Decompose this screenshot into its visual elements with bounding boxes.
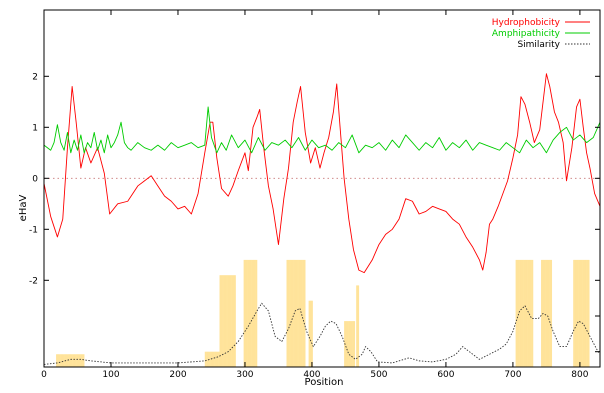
x-tick-label: 300 bbox=[236, 370, 253, 380]
x-tick-label: 500 bbox=[370, 370, 387, 380]
similarity-bar bbox=[234, 275, 236, 367]
y-axis-label: eHaV bbox=[18, 195, 29, 222]
similarity-bar bbox=[550, 260, 552, 367]
similarity-bar bbox=[353, 321, 355, 367]
x-axis-label: Position bbox=[305, 377, 344, 388]
similarity-bar bbox=[311, 301, 313, 367]
similarity-bar bbox=[358, 285, 360, 367]
y-tick-label: 2 bbox=[32, 72, 38, 82]
similarity-bar bbox=[588, 260, 590, 367]
x-tick-label: 200 bbox=[169, 370, 186, 380]
x-tick-label: 100 bbox=[102, 370, 119, 380]
y-tick-label: 1 bbox=[32, 123, 38, 133]
legend-label-amphipathicity: Amphipathicity bbox=[492, 29, 561, 39]
legend-label-similarity: Similarity bbox=[517, 40, 560, 50]
y-tick-label: -2 bbox=[29, 276, 38, 286]
x-tick-label: 0 bbox=[41, 370, 47, 380]
similarity-bar bbox=[532, 260, 534, 367]
legend-label-hydrophobicity: Hydrophobicity bbox=[492, 18, 561, 28]
y-tick-label: 0 bbox=[32, 174, 38, 184]
x-tick-label: 800 bbox=[571, 370, 588, 380]
similarity-bar bbox=[83, 354, 85, 367]
x-tick-label: 600 bbox=[437, 370, 454, 380]
x-tick-label: 700 bbox=[504, 370, 521, 380]
y-tick-label: -1 bbox=[29, 225, 38, 235]
similarity-bar bbox=[304, 260, 306, 367]
